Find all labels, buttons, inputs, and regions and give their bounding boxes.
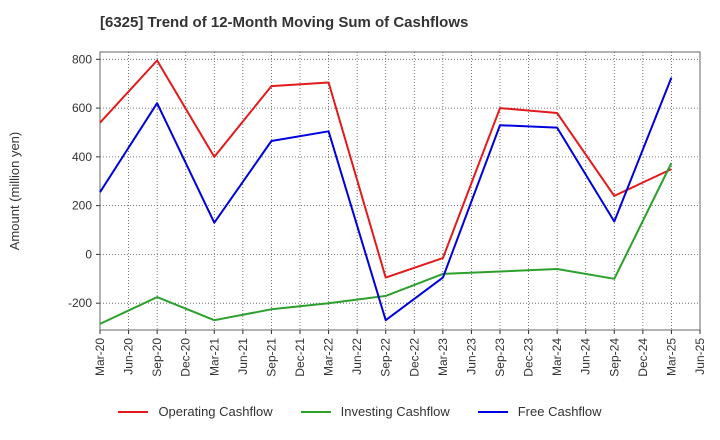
x-tick-label: Sep-24	[607, 338, 621, 377]
x-tick-label: Jun-20	[122, 338, 136, 375]
y-axis-label: Amount (million yen)	[7, 132, 22, 251]
x-tick-label: Jun-23	[464, 338, 478, 375]
y-tick-label: 200	[72, 199, 92, 213]
legend-swatch	[300, 410, 331, 413]
x-tick-label: Mar-24	[550, 338, 564, 376]
legend-item-free-cashflow: Free Cashflow	[477, 404, 602, 419]
chart-title: [6325] Trend of 12-Month Moving Sum of C…	[100, 14, 469, 31]
legend-swatch	[118, 410, 149, 413]
line-chart: -200 0 200 400 600 800 Mar-20 Jun-20 Sep-20 Dec-2…	[7, 51, 707, 377]
x-tick-label: Mar-20	[93, 338, 107, 376]
x-tick-label: Sep-21	[264, 338, 278, 377]
legend-item-operating-cashflow: Operating Cashflow	[118, 404, 273, 419]
grid	[99, 52, 701, 330]
x-tick-label: Dec-24	[636, 338, 650, 377]
x-tick-label: Dec-20	[179, 338, 193, 377]
legend-label: Free Cashflow	[517, 404, 602, 419]
x-tick-label: Dec-23	[522, 338, 536, 377]
series-lines	[99, 59, 673, 325]
legend-label: Operating Cashflow	[158, 404, 273, 419]
x-tick-label: Dec-22	[407, 338, 421, 377]
y-tick-label: -200	[68, 296, 92, 310]
x-tick-label: Jun-25	[693, 338, 707, 375]
x-tick-label: Mar-23	[436, 338, 450, 376]
legend-item-investing-cashflow: Investing Cashflow	[300, 404, 450, 419]
x-tick-label: Mar-21	[207, 338, 221, 376]
legend: Operating Cashflow Investing Cashflow Free…	[0, 404, 720, 419]
x-tick-label: Jun-21	[236, 338, 250, 375]
series-line-free-cashflow	[99, 77, 673, 322]
tick-labels: -200 0 200 400 600 800 Mar-20 Jun-20 Sep-20 Dec-2…	[68, 52, 707, 376]
x-tick-label: Sep-20	[150, 338, 164, 377]
y-tick-label: 600	[72, 101, 92, 115]
y-tick-label: 400	[72, 150, 92, 164]
x-tick-label: Sep-23	[493, 338, 507, 377]
x-tick-label: Jun-24	[579, 338, 593, 375]
legend-swatch	[477, 410, 508, 413]
series-line-operating-cashflow	[99, 59, 672, 279]
series-line-investing-cashflow	[99, 162, 673, 325]
x-tick-label: Jun-22	[350, 338, 364, 375]
legend-label: Investing Cashflow	[340, 404, 450, 419]
x-tick-label: Mar-25	[664, 338, 678, 376]
x-tick-label: Dec-21	[293, 338, 307, 377]
y-tick-label: 0	[85, 247, 92, 261]
x-tick-label: Mar-22	[322, 338, 336, 376]
y-tick-label: 800	[72, 52, 92, 66]
x-tick-label: Sep-22	[379, 338, 393, 377]
